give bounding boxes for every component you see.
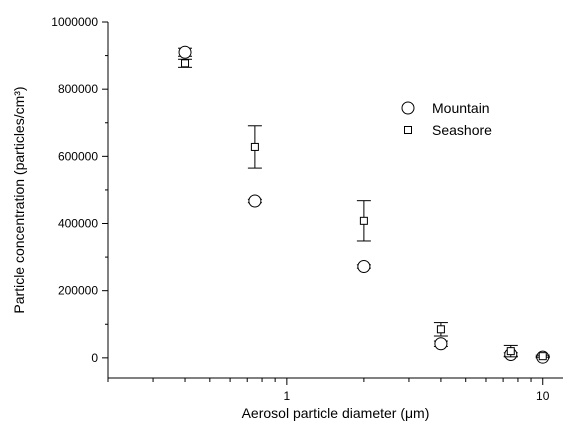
y-tick-label: 800000 [58, 82, 98, 96]
series-seashore [178, 58, 550, 361]
data-point [250, 142, 259, 151]
x-axis-label: Aerosol particle diameter (μm) [242, 405, 430, 421]
data-point [248, 194, 262, 208]
data-point [357, 259, 371, 273]
x-tick-label: 10 [536, 389, 550, 403]
data-point [436, 325, 445, 334]
legend-label-seashore: Seashore [432, 122, 492, 138]
legend: Mountain Seashore [401, 100, 492, 138]
legend-marker-shape [401, 101, 415, 115]
x-axis-ticks: 1 10 [107, 378, 550, 403]
y-tick-label: 0 [91, 351, 98, 365]
series-layer [178, 45, 550, 364]
y-axis-ticks: 0 200000 400000 600000 800000 1000000 [51, 15, 108, 365]
y-tick-label: 1000000 [51, 15, 98, 29]
y-tick-label: 600000 [58, 149, 98, 163]
data-point [178, 45, 192, 59]
data-point [181, 59, 190, 68]
legend-label-mountain: Mountain [432, 100, 490, 116]
data-point [538, 352, 547, 361]
data-point [506, 347, 515, 356]
y-axis-label: Particle concentration (particles/cm³) [11, 86, 27, 313]
legend-marker-shape [404, 126, 412, 134]
legend-marker-mountain [401, 101, 415, 115]
legend-marker-seashore [404, 126, 412, 134]
x-tick-label: 1 [284, 389, 291, 403]
y-tick-label: 400000 [58, 217, 98, 231]
data-point [434, 337, 448, 351]
data-point [359, 216, 368, 225]
y-tick-label: 200000 [58, 284, 98, 298]
